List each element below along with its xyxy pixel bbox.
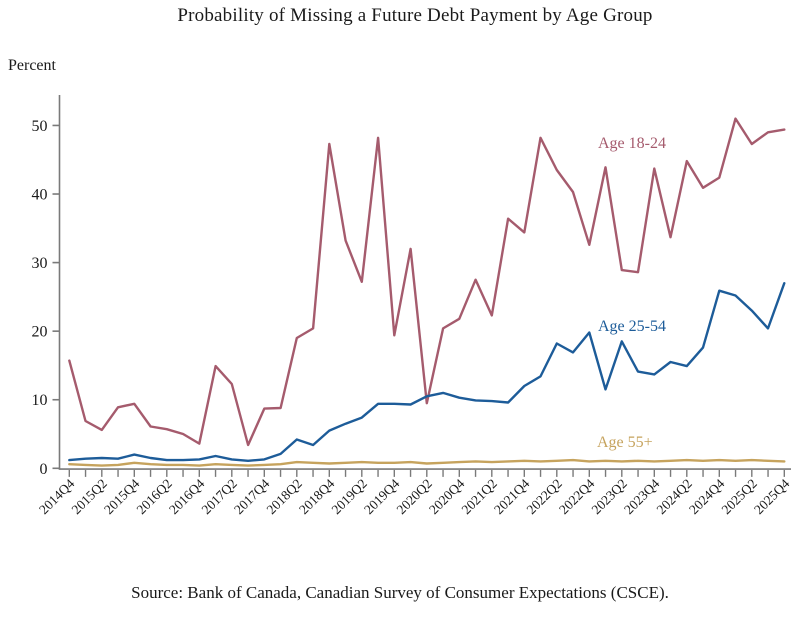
axes [58, 95, 791, 470]
series-line-age-18-24 [68, 117, 786, 447]
x-tick-label: 2016Q4 [166, 476, 208, 518]
y-tick-label: 30 [32, 255, 48, 272]
x-tick-label: 2022Q2 [524, 476, 565, 517]
x-tick-label: 2019Q2 [329, 476, 370, 517]
source-note: Source: Bank of Canada, Canadian Survey … [131, 583, 669, 602]
series-labels: Age 18-24 Age 25-54 Age 55+ [597, 135, 666, 451]
series-label-age-55-: Age 55+ [597, 434, 653, 451]
y-axis-ticks [52, 124, 60, 470]
x-tick-label: 2018Q4 [296, 476, 338, 518]
line-chart: 2014Q42015Q22015Q42016Q22016Q42017Q22017… [32, 95, 793, 518]
y-axis-title: Percent [8, 57, 56, 74]
x-tick-label: 2015Q2 [69, 476, 110, 517]
chart-title: Probability of Missing a Future Debt Pay… [177, 5, 653, 26]
y-tick-label: 40 [32, 187, 48, 204]
series-label-age-18-24: Age 18-24 [598, 135, 666, 152]
x-tick-label: 2025Q4 [751, 476, 793, 518]
x-tick-label: 2020Q2 [394, 476, 435, 517]
x-axis-ticks [68, 469, 785, 477]
x-tick-label: 2022Q4 [556, 476, 598, 518]
x-tick-label: 2014Q4 [36, 476, 78, 518]
x-tick-label: 2017Q2 [199, 476, 240, 517]
x-tick-label: 2015Q4 [101, 476, 143, 518]
x-axis-labels: 2014Q42015Q22015Q42016Q22016Q42017Q22017… [36, 476, 793, 518]
x-tick-label: 2023Q4 [621, 476, 663, 518]
x-tick-label: 2024Q2 [654, 476, 695, 517]
x-tick-label: 2023Q2 [589, 476, 630, 517]
x-tick-label: 2018Q2 [264, 476, 305, 517]
y-tick-label: 0 [40, 461, 48, 478]
x-tick-label: 2024Q4 [686, 476, 728, 518]
y-tick-label: 50 [32, 118, 48, 135]
x-tick-label: 2021Q4 [491, 476, 533, 518]
x-tick-label: 2019Q4 [361, 476, 403, 518]
x-tick-label: 2017Q4 [231, 476, 273, 518]
y-tick-label: 20 [32, 324, 48, 341]
series-lines [68, 117, 786, 467]
y-tick-label: 10 [32, 392, 48, 409]
x-tick-label: 2020Q4 [426, 476, 468, 518]
series-line-age-25-54 [68, 282, 786, 462]
x-tick-label: 2021Q2 [459, 476, 500, 517]
x-tick-label: 2025Q2 [719, 476, 760, 517]
x-tick-label: 2016Q2 [134, 476, 175, 517]
series-label-age-25-54: Age 25-54 [598, 318, 666, 335]
series-line-age-55- [68, 458, 786, 467]
y-axis-labels: 0 10 20 30 40 50 [32, 118, 48, 478]
